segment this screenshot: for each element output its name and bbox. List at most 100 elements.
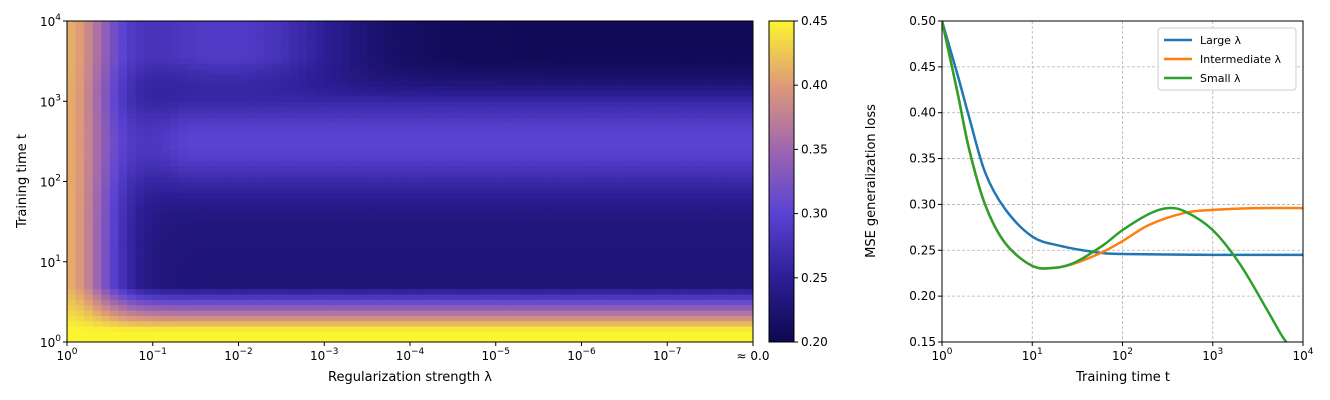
- line-chart-x-label: Training time t: [1075, 370, 1170, 385]
- heatmap-cell: [675, 277, 685, 284]
- heatmap-cell: [212, 42, 222, 49]
- heatmap-cell: [521, 208, 531, 215]
- heatmap-cell: [178, 21, 188, 27]
- heatmap-cell: [418, 251, 428, 257]
- heatmap-cell: [701, 21, 711, 27]
- heatmap-cell: [641, 63, 651, 70]
- heatmap-cell: [581, 47, 591, 54]
- heatmap-cell: [392, 192, 403, 199]
- heatmap-cell: [212, 21, 222, 27]
- heatmap-cell: [667, 21, 677, 27]
- heatmap-cell: [581, 138, 591, 145]
- heatmap-cell: [187, 229, 197, 236]
- heatmap-cell: [581, 218, 591, 225]
- heatmap-cell: [675, 122, 685, 129]
- heatmap-cell: [727, 111, 737, 118]
- heatmap-cell: [512, 42, 523, 49]
- heatmap-cell: [701, 235, 711, 241]
- heatmap-cell: [187, 208, 197, 215]
- heatmap-cell: [349, 31, 360, 38]
- heatmap-cell: [487, 31, 497, 38]
- heatmap-cell: [692, 31, 703, 38]
- heatmap-cell: [744, 288, 753, 295]
- heatmap-cell: [504, 138, 514, 145]
- heatmap-cell: [195, 331, 205, 338]
- heatmap-cell: [727, 251, 737, 257]
- heatmap-cell: [229, 267, 240, 274]
- heatmap-cell: [598, 320, 608, 327]
- heatmap-cell: [572, 320, 583, 327]
- heatmap-cell: [658, 160, 668, 167]
- heatmap-cell: [255, 31, 265, 38]
- heatmap-cell: [101, 117, 111, 124]
- heatmap-cell: [221, 283, 231, 290]
- heatmap-cell: [264, 283, 274, 290]
- heatmap-cell: [238, 138, 248, 145]
- heatmap-cell: [530, 208, 540, 215]
- heatmap-cell: [298, 256, 308, 263]
- heatmap-cell: [118, 31, 128, 38]
- heatmap-cell: [538, 63, 548, 70]
- heatmap-cell: [144, 144, 154, 150]
- heatmap-cell: [427, 325, 437, 332]
- heatmap-cell: [298, 208, 308, 215]
- line-chart: 100 101 102 103 104 0.150.200.250.300.350.40…: [864, 14, 1314, 385]
- heatmap-cell: [178, 160, 188, 167]
- heatmap-cell: [461, 299, 471, 306]
- heatmap-cell: [744, 170, 753, 177]
- heatmap-cell: [247, 117, 257, 124]
- heatmap-cell: [152, 42, 162, 49]
- heatmap-cell: [289, 288, 300, 295]
- heatmap-cell: [384, 122, 394, 129]
- heatmap-cell: [538, 58, 548, 65]
- heatmap-cell: [495, 202, 505, 209]
- heatmap-cell: [144, 240, 154, 247]
- heatmap-cell: [384, 309, 394, 316]
- heatmap-cell: [744, 331, 753, 338]
- heatmap-cell: [487, 315, 497, 322]
- heatmap-cell: [452, 74, 463, 81]
- heatmap-cell: [109, 267, 120, 274]
- heatmap-cell: [195, 245, 205, 252]
- heatmap-cell: [367, 69, 377, 76]
- heatmap-cell: [272, 261, 282, 268]
- heatmap-cell: [367, 101, 377, 108]
- heatmap-cell: [564, 53, 574, 60]
- heatmap-cell: [692, 192, 703, 199]
- heatmap-cell: [341, 144, 351, 150]
- heatmap-cell: [349, 277, 360, 284]
- heatmap-cell: [401, 154, 411, 161]
- heatmap-cell: [401, 331, 411, 338]
- heatmap-cell: [178, 176, 188, 183]
- heatmap-cell: [684, 229, 694, 236]
- heatmap-cell: [341, 26, 351, 33]
- heatmap-cell: [221, 229, 231, 236]
- heatmap-cell: [727, 299, 737, 306]
- heatmap-cell: [349, 293, 360, 300]
- heatmap-cell: [710, 251, 720, 257]
- heatmap-cell: [461, 261, 471, 268]
- heatmap-cell: [495, 229, 505, 236]
- heatmap-cell: [195, 106, 205, 113]
- heatmap-cell: [375, 331, 385, 338]
- heatmap-cell: [135, 245, 145, 252]
- heatmap-cell: [727, 31, 737, 38]
- heatmap-cell: [152, 315, 162, 322]
- heatmap-cell: [84, 272, 94, 279]
- heatmap-cell: [101, 235, 111, 241]
- heatmap-cell: [272, 186, 282, 193]
- heatmap-cell: [109, 37, 120, 43]
- heatmap-cell: [538, 170, 548, 177]
- heatmap-cell: [324, 261, 334, 268]
- heatmap-cell: [367, 58, 377, 65]
- heatmap-cell: [84, 144, 94, 150]
- heatmap-cell: [92, 283, 102, 290]
- heatmap-cell: [692, 336, 703, 342]
- heatmap-cell: [590, 224, 600, 231]
- heatmap-cell: [547, 277, 557, 284]
- heatmap-cell: [555, 240, 565, 247]
- heatmap-cell: [452, 261, 463, 268]
- heatmap-cell: [675, 325, 685, 332]
- heatmap-cell: [547, 31, 557, 38]
- heatmap-cell: [255, 149, 265, 156]
